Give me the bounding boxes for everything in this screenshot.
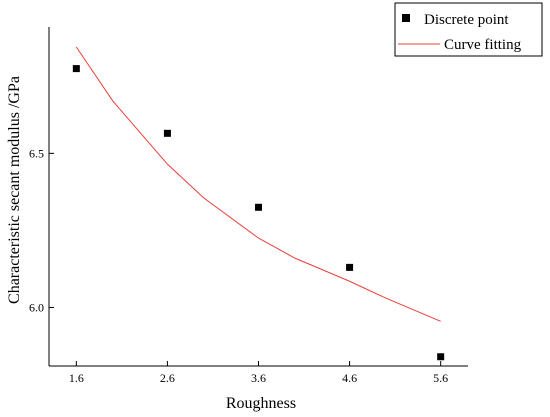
- y-tick-label: 6.0: [29, 300, 44, 314]
- legend-marker-discrete-point: [402, 14, 410, 22]
- discrete-points: [72, 65, 445, 361]
- x-tick-label: 1.6: [69, 371, 84, 385]
- legend-box: [394, 2, 543, 57]
- x-tick-label: 4.6: [342, 371, 357, 385]
- x-tick-label: 3.6: [251, 371, 266, 385]
- y-axis-ticks: 6.0 6.5: [29, 146, 54, 314]
- x-tick-label: 2.6: [160, 371, 175, 385]
- curve-fitting-line: [75, 46, 441, 322]
- discrete-point: [163, 129, 171, 137]
- discrete-point: [437, 353, 445, 361]
- legend-label-discrete-point: Discrete point: [424, 12, 509, 28]
- legend: Discrete point Curve fitting: [394, 2, 543, 57]
- discrete-point: [255, 203, 262, 211]
- x-axis-title: Roughness: [226, 395, 296, 412]
- y-tick-label: 6.5: [29, 146, 44, 160]
- y-axis-title: Characteristic secant modulus /GPa: [6, 76, 23, 304]
- x-axis-ticks: 1.6 2.6 3.6 4.6 5.6: [69, 361, 448, 385]
- discrete-point: [346, 263, 354, 271]
- discrete-point: [72, 65, 80, 73]
- legend-label-curve-fitting: Curve fitting: [444, 37, 522, 53]
- x-tick-label: 5.6: [433, 371, 448, 385]
